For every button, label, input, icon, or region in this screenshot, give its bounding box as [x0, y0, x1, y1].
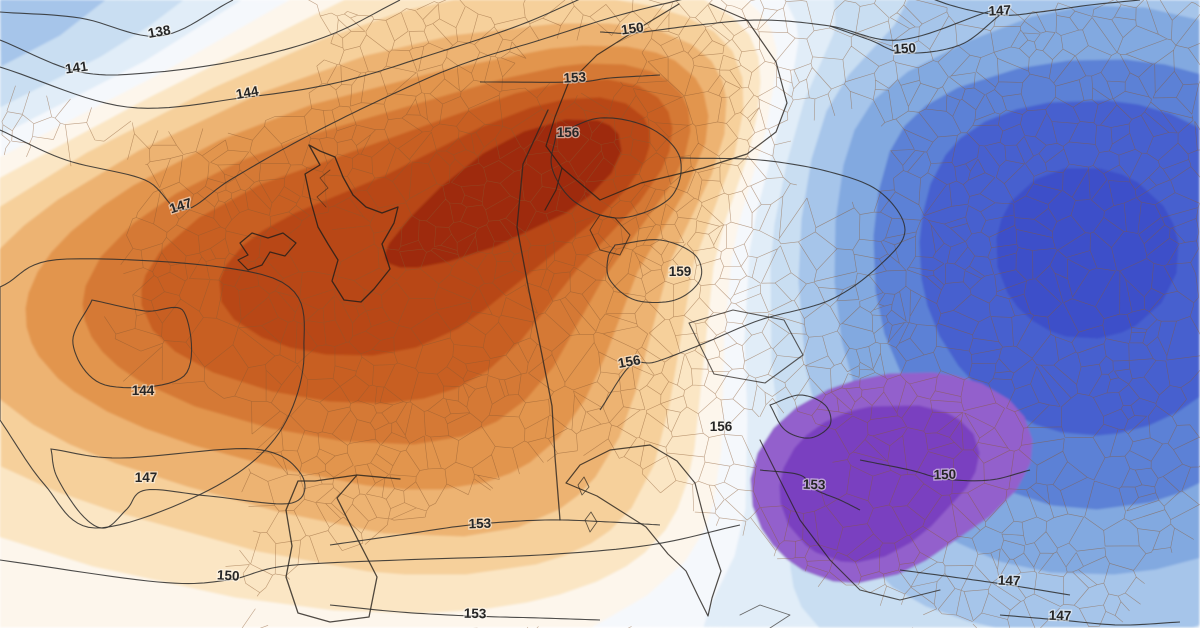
svg-text:150: 150: [217, 567, 240, 583]
svg-text:144: 144: [132, 383, 155, 398]
svg-text:159: 159: [669, 264, 692, 279]
svg-text:153: 153: [464, 606, 487, 621]
svg-text:153: 153: [563, 69, 587, 85]
svg-text:147: 147: [998, 573, 1021, 589]
svg-text:147: 147: [1049, 608, 1072, 623]
svg-text:156: 156: [557, 125, 580, 140]
svg-text:150: 150: [933, 467, 956, 483]
svg-text:147: 147: [135, 470, 158, 485]
svg-text:153: 153: [468, 516, 492, 532]
svg-text:150: 150: [893, 40, 917, 57]
svg-text:141: 141: [64, 58, 89, 76]
svg-text:147: 147: [988, 2, 1011, 18]
svg-text:150: 150: [620, 20, 644, 38]
svg-text:153: 153: [803, 477, 827, 493]
svg-text:156: 156: [710, 419, 733, 434]
